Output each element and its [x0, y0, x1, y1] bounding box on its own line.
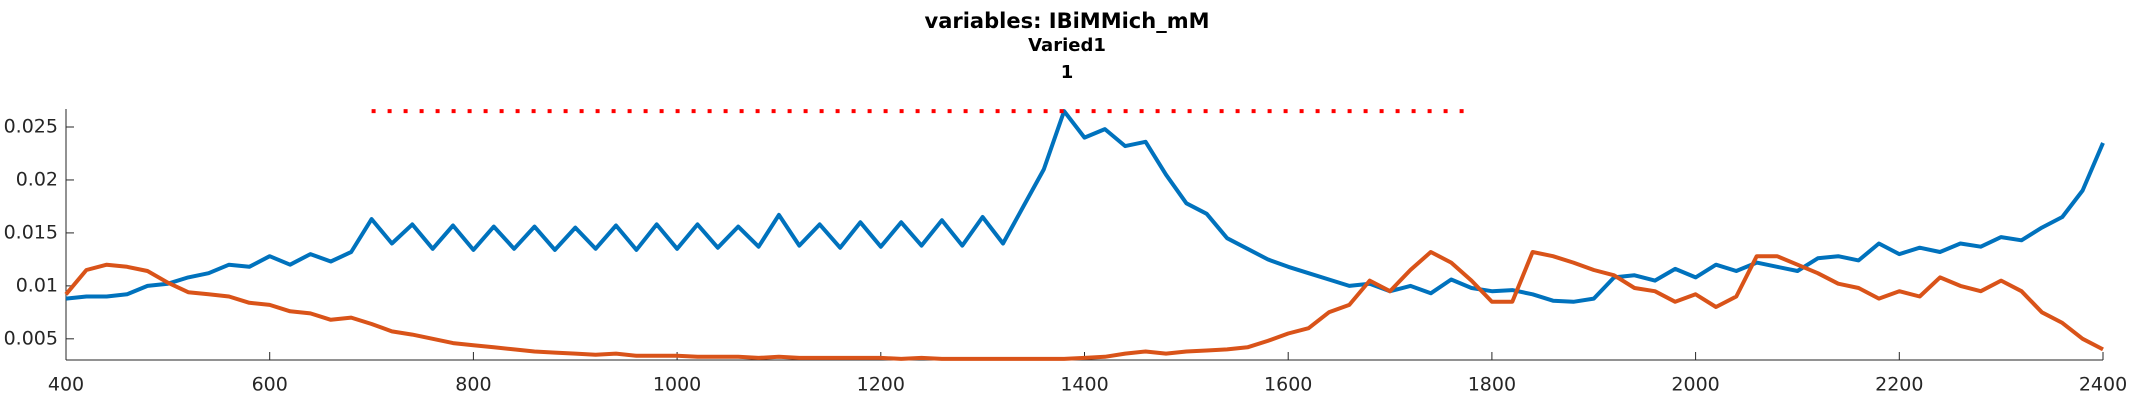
- series-line: [64, 250, 2104, 361]
- y-tick-label: 0.025: [4, 116, 58, 138]
- x-tick-label: 1800: [1468, 374, 1516, 396]
- x-tick-label: 1600: [1264, 374, 1312, 396]
- x-tick-label: 600: [252, 374, 288, 396]
- x-tick-label: 400: [48, 374, 84, 396]
- chart-subtitle: 1: [1061, 62, 1074, 83]
- chart-title: variables: IBiMMich_mM: [925, 9, 1210, 33]
- y-tick-label: 0.02: [16, 168, 58, 190]
- y-tick-label: 0.01: [16, 274, 58, 296]
- x-tick-label: 2200: [1875, 374, 1923, 396]
- x-tick-label: 1000: [653, 374, 701, 396]
- chart-subtitle: Varied1: [1028, 35, 1106, 56]
- x-tick-label: 800: [455, 374, 491, 396]
- x-tick-label: 1400: [1060, 374, 1108, 396]
- series-line: [65, 109, 2105, 304]
- y-tick-label: 0.005: [4, 327, 58, 349]
- y-tick-label: 0.015: [4, 221, 58, 243]
- x-tick-label: 2000: [1671, 374, 1719, 396]
- x-tick-label: 1200: [857, 374, 905, 396]
- x-tick-label: 2400: [2079, 374, 2127, 396]
